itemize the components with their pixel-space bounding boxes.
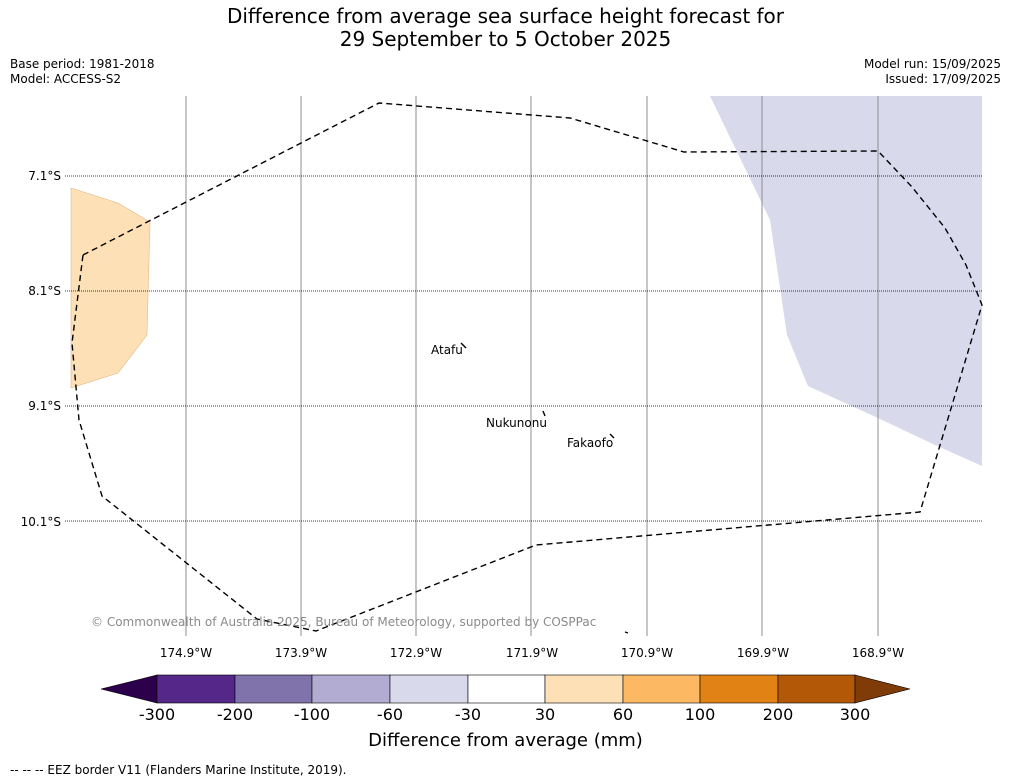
colorbar [100,674,911,704]
fakaofo-atoll-mark [609,433,615,439]
longitude-label: 169.9°W [736,646,790,660]
colorbar-segment [544,674,624,704]
colorbar-tick-label: 100 [684,705,716,724]
eez-border [71,102,983,632]
longitude-label: 170.9°W [620,646,674,660]
place-label-fakaofo: Fakaofo [567,436,614,450]
latitude-label: 8.1°S [28,284,61,298]
colorbar-tick-label: -60 [376,705,404,724]
longitude-grid-lines [185,96,879,636]
meta-left: Base period: 1981-2018 Model: ACCESS-S2 [10,57,155,87]
colorbar-under-triangle [100,674,158,704]
colorbar-segment [389,674,469,704]
colorbar-segment [467,674,546,704]
place-label-atafu: Atafu [431,343,463,357]
colorbar-segment [622,674,701,704]
map-title: Difference from average sea surface heig… [0,5,1011,51]
colorbar-tick-label: -300 [138,705,176,724]
longitude-label: 168.9°W [851,646,905,660]
colorbar-segment [777,674,856,704]
atafu-atoll-mark [460,342,467,349]
colorbar-label: Difference from average (mm) [368,730,643,751]
colorbar-tick-label: 30 [534,705,556,724]
anomaly-region-negative [710,96,982,466]
small-island-mark [624,631,629,634]
colorbar-tick-label: -200 [216,705,254,724]
longitude-label: 171.9°W [505,646,559,660]
map-title-line-1: Difference from average sea surface heig… [226,4,785,28]
copyright-notice: © Commonwealth of Australia 2025, Bureau… [91,615,597,629]
meta-right: Model run: 15/09/2025 Issued: 17/09/2025 [864,57,1001,87]
place-label-nukunonu: Nukunonu [486,416,547,430]
longitude-label: 172.9°W [389,646,443,660]
issued-text: Issued: 17/09/2025 [885,72,1001,86]
colorbar-segment [699,674,779,704]
colorbar-tick-label: 300 [839,705,871,724]
longitude-label: 174.9°W [159,646,213,660]
colorbar-tick-label: -30 [454,705,482,724]
map-title-line-2: 29 September to 5 October 2025 [339,27,672,51]
base-period-text: Base period: 1981-2018 [10,57,155,71]
colorbar-segment [311,674,391,704]
colorbar-over-triangle [854,674,911,704]
colorbar-segment [234,674,313,704]
colorbar-tick-label: -100 [293,705,331,724]
latitude-grid-lines [65,175,982,522]
colorbar-segment [156,674,236,704]
latitude-label: 9.1°S [28,399,61,413]
model-text: Model: ACCESS-S2 [10,72,122,86]
eez-legend-footer: -- -- -- EEZ border V11 (Flanders Marine… [10,763,347,777]
colorbar-tick-label: 200 [762,705,794,724]
latitude-label: 10.1°S [20,515,61,529]
anomaly-region-positive [70,187,151,389]
colorbar-tick-label: 60 [612,705,634,724]
model-run-text: Model run: 15/09/2025 [863,57,1001,71]
longitude-label: 173.9°W [274,646,328,660]
nukunonu-atoll-mark [542,410,546,417]
latitude-label: 7.1°S [28,169,61,183]
